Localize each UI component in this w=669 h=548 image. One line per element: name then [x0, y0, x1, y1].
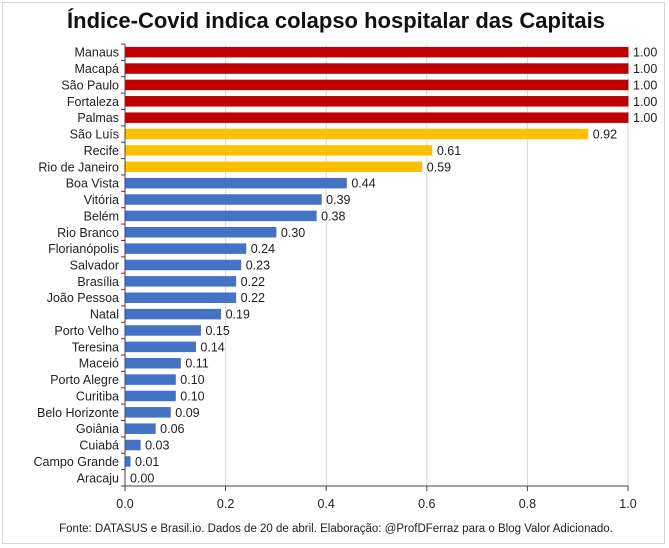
data-label: 0.19 [226, 308, 250, 322]
data-label: 1.00 [633, 95, 657, 109]
bar [125, 357, 181, 369]
data-label: 0.00 [130, 471, 154, 485]
category-label: Florianópolis [48, 242, 119, 256]
bar [125, 96, 629, 107]
category-label: Porto Alegre [50, 373, 119, 387]
bar [125, 407, 171, 418]
chart-title: Índice-Covid indica colapso hospitalar d… [67, 8, 605, 33]
category-label: Manaus [75, 46, 119, 60]
data-label: 0.14 [200, 340, 224, 354]
category-label: Teresina [72, 340, 119, 354]
category-label: Brasília [77, 275, 119, 289]
data-label: 1.00 [633, 111, 657, 125]
x-tick-label: 0.0 [116, 497, 133, 511]
bar [125, 439, 141, 451]
data-label: 1.00 [633, 78, 657, 92]
data-label: 0.09 [175, 406, 199, 420]
data-label: 0.22 [241, 291, 265, 305]
gridlines [225, 44, 629, 486]
bar [125, 456, 131, 467]
category-label: Belém [84, 209, 119, 223]
category-label: Rio Branco [57, 226, 119, 240]
category-label: Boa Vista [66, 177, 119, 191]
data-label: 0.92 [593, 128, 617, 142]
category-label: Porto Velho [54, 324, 119, 338]
data-label: 0.10 [180, 389, 204, 403]
x-tick-label: 1.0 [619, 497, 636, 511]
x-tick-label: 0.6 [418, 497, 435, 511]
data-label: 0.24 [251, 242, 275, 256]
bar [125, 145, 433, 156]
category-label: Vitória [84, 193, 119, 207]
category-label: Natal [90, 308, 119, 322]
category-label: Recife [84, 144, 119, 158]
bar [125, 161, 423, 173]
bar [125, 325, 201, 336]
category-label: Curitiba [76, 389, 119, 403]
footer-source: Fonte: DATASUS e Brasil.io. Dados de 20 … [59, 523, 613, 535]
x-tick-label: 0.4 [318, 497, 335, 511]
category-label: Campo Grande [34, 455, 120, 469]
x-tick-label: 0.2 [217, 497, 234, 511]
bar [125, 259, 242, 271]
bar [125, 374, 176, 385]
bar [125, 177, 347, 189]
bar [125, 194, 322, 205]
category-label: São Paulo [61, 78, 119, 92]
data-label: 0.15 [205, 324, 229, 338]
data-label: 0.01 [135, 455, 159, 469]
category-label: Maceió [79, 357, 119, 371]
data-label: 0.10 [180, 373, 204, 387]
data-label: 0.30 [281, 226, 305, 240]
category-label: Cuiabá [79, 439, 119, 453]
category-label: Rio de Janeiro [38, 160, 119, 174]
category-label: Salvador [70, 259, 119, 273]
data-label: 0.03 [145, 439, 169, 453]
category-label: Macapá [75, 62, 120, 76]
bar [125, 128, 589, 140]
data-label: 0.44 [351, 177, 375, 191]
axes: 0.0 0.2 0.4 0.6 0.8 1.0 Manaus Macapá São Paulo F… [34, 43, 637, 511]
bar [125, 227, 277, 238]
data-label: 0.39 [326, 193, 350, 207]
data-label: 0.11 [185, 357, 208, 371]
data-label: 1.00 [633, 62, 657, 76]
bar [125, 390, 176, 402]
data-label: 0.59 [427, 160, 451, 174]
bar [125, 341, 196, 353]
category-label: Fortaleza [67, 95, 119, 109]
x-tick-label: 0.8 [519, 497, 536, 511]
bar [125, 112, 629, 123]
bar [125, 423, 156, 434]
category-label: São Luís [70, 128, 119, 142]
bar [125, 243, 247, 254]
bar [125, 79, 629, 91]
bar [125, 210, 317, 222]
bar [125, 63, 629, 74]
bar [125, 308, 222, 320]
bar [125, 292, 237, 303]
data-label: 0.23 [246, 259, 270, 273]
category-label: Aracaju [77, 471, 119, 485]
bars: 1.00 1.00 1.00 1.00 1.00 0.92 0.61 0.59 0.440.39… [125, 46, 657, 485]
data-label: 0.61 [437, 144, 461, 158]
bar [125, 276, 237, 287]
data-label: 0.06 [160, 422, 184, 436]
bar [125, 46, 629, 58]
category-label: João Pessoa [47, 291, 119, 305]
category-label: Goiânia [76, 422, 119, 436]
data-label: 0.22 [241, 275, 265, 289]
category-label: Belo Horizonte [37, 406, 119, 420]
data-label: 0.38 [321, 209, 345, 223]
data-label: 1.00 [633, 46, 657, 60]
category-label: Palmas [77, 111, 119, 125]
